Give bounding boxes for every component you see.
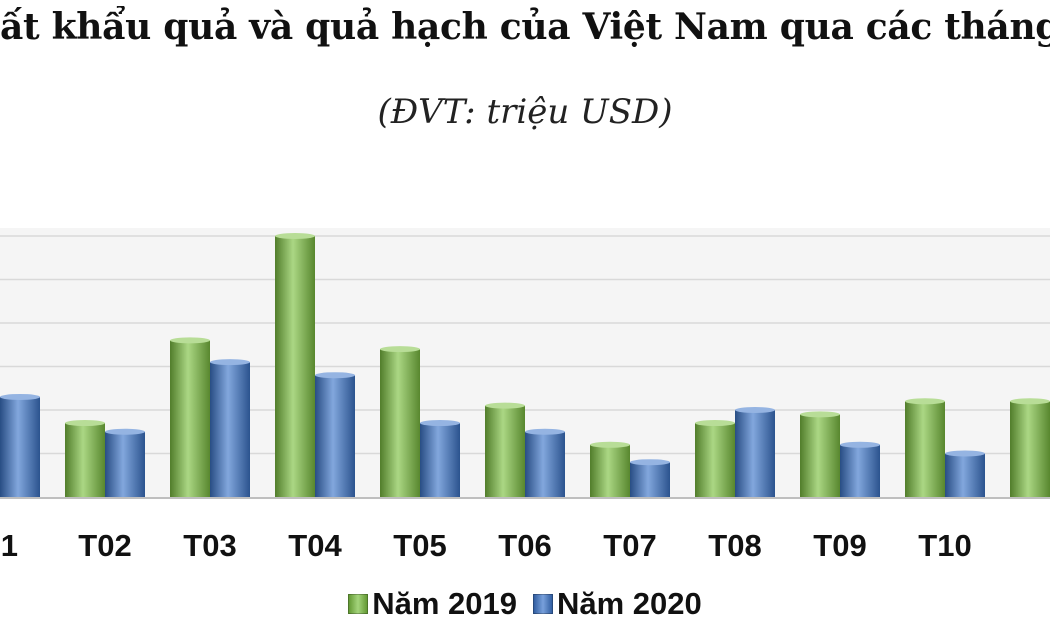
x-axis-tick-labels: 1 T02 T03 T04 T05 T06 T07 T08 T09 T10 [1, 528, 972, 563]
bar-cap [840, 441, 880, 448]
legend-item-2019: Năm 2019 [348, 586, 517, 622]
x-tick-label-T09: T09 [813, 528, 866, 563]
bar-cap [1010, 398, 1050, 405]
bar-T03-2020 [210, 359, 250, 497]
bar-T02-2019 [65, 420, 105, 497]
bar-T02-2020 [105, 428, 145, 497]
x-tick-label-T02: T02 [78, 528, 131, 563]
bar-body [315, 375, 355, 497]
bar-body [65, 423, 105, 497]
bar-cap [170, 337, 210, 344]
x-tick-label-T06: T06 [498, 528, 551, 563]
bar-T07-2020 [630, 459, 670, 497]
bar-cap [210, 359, 250, 366]
legend-label-2020: Năm 2020 [557, 586, 702, 621]
bar-T08-2020 [735, 407, 775, 497]
bar-body [840, 444, 880, 497]
legend-swatch-green [348, 594, 369, 614]
bar-cap [800, 411, 840, 418]
bar-body [590, 444, 630, 497]
bar-body [485, 405, 525, 497]
bar-T04-2019 [275, 233, 315, 497]
bars [0, 233, 1050, 497]
bar-body [420, 423, 460, 497]
bar-T10-2020 [945, 450, 985, 497]
legend-item-2020: Năm 2020 [533, 586, 702, 622]
bar-T03-2019 [170, 337, 210, 497]
x-tick-label-T01: 1 [1, 528, 18, 563]
bar-T06-2020 [525, 428, 565, 497]
bar-body [525, 431, 565, 497]
bar-T08-2019 [695, 420, 735, 497]
x-tick-label-T05: T05 [393, 528, 446, 563]
bar-T05-2019 [380, 346, 420, 497]
bar-T09-2019 [800, 411, 840, 497]
legend-label-2019: Năm 2019 [372, 586, 517, 621]
chart-subtitle: (ĐVT: triệu USD) [377, 92, 673, 132]
bar-body [170, 340, 210, 497]
bar-T05-2020 [420, 420, 460, 497]
bar-body [380, 349, 420, 497]
legend: Năm 2019 Năm 2020 [0, 586, 1050, 622]
x-tick-label-T07: T07 [603, 528, 656, 563]
x-tick-label-T10: T10 [918, 528, 971, 563]
bar-body [0, 396, 40, 497]
chart-title: ất khẩu quả và quả hạch của Việt Nam qua… [0, 6, 1050, 48]
bar-cap [905, 398, 945, 405]
bar-cap [420, 420, 460, 427]
bar-T01-2020 [0, 393, 40, 497]
legend-swatch-blue [533, 594, 553, 614]
bar-body [275, 236, 315, 497]
bar-cap [695, 420, 735, 427]
x-tick-label-T04: T04 [288, 528, 342, 563]
x-tick-label-T08: T08 [708, 528, 761, 563]
bar-cap [105, 428, 145, 435]
bar-cap [275, 233, 315, 239]
x-tick-label-T03: T03 [183, 528, 236, 563]
bar-body [905, 401, 945, 497]
bar-cap [630, 459, 670, 466]
bar-cap [380, 346, 420, 353]
bar-T11-2019 [1010, 398, 1050, 497]
bar-cap [65, 420, 105, 427]
bar-body [105, 431, 145, 497]
bar-body [1010, 401, 1050, 497]
bar-body [945, 453, 985, 497]
bar-cap [590, 441, 630, 448]
bar-cap [315, 372, 355, 379]
bar-T09-2020 [840, 441, 880, 497]
bar-body [630, 462, 670, 497]
bar-cap [735, 407, 775, 413]
bar-body [695, 423, 735, 497]
bar-body [800, 414, 840, 497]
bar-T10-2019 [905, 398, 945, 497]
bar-cap [525, 428, 565, 435]
bar-body [735, 410, 775, 497]
bar-cap [0, 393, 40, 400]
bar-cap [485, 402, 525, 409]
bar-T04-2020 [315, 372, 355, 497]
bar-cap [945, 450, 985, 457]
bar-body [210, 362, 250, 497]
bar-T07-2019 [590, 441, 630, 497]
bar-T06-2019 [485, 402, 525, 497]
